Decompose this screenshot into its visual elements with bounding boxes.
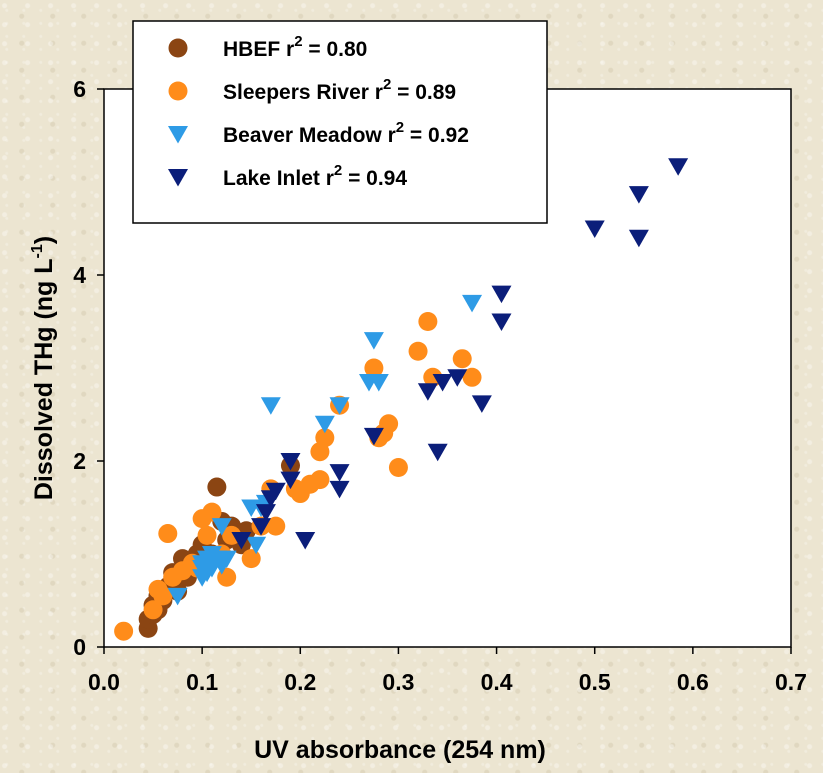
beaver-meadow-point (211, 518, 232, 536)
sleepers-river-point (153, 586, 173, 606)
legend-marker (168, 81, 188, 101)
lake-inlet-point (668, 158, 689, 176)
y-tick-label: 6 (73, 76, 86, 102)
sleepers-river-point (158, 524, 178, 544)
y-tick-label: 2 (73, 448, 86, 474)
sleepers-river-point (408, 341, 428, 361)
lake-inlet-point (329, 464, 350, 482)
legend-marker (168, 38, 188, 58)
lake-inlet-point (628, 186, 649, 204)
sleepers-river-point (202, 502, 222, 522)
y-tick-label: 0 (73, 634, 86, 660)
lake-inlet-point (363, 427, 384, 446)
lake-inlet-point (628, 229, 649, 248)
lake-inlet-point (280, 453, 301, 471)
beaver-meadow-point (246, 536, 267, 555)
lake-inlet-point (417, 383, 438, 401)
lake-inlet-point (280, 471, 301, 490)
series-beaver-meadow (167, 294, 483, 606)
lake-inlet-point (471, 395, 492, 413)
sleepers-river-point (364, 358, 384, 378)
sleepers-river-point (452, 349, 472, 369)
sleepers-river-point (462, 367, 482, 387)
legend-label: HBEF r2 = 0.80 (223, 33, 367, 61)
legend-label: Sleepers River r2 = 0.89 (223, 76, 456, 104)
x-tick-label: 0.5 (579, 669, 611, 695)
legend-box (132, 20, 548, 224)
lake-inlet-point (231, 532, 252, 550)
beaver-meadow-point (314, 415, 335, 434)
sleepers-river-point (197, 525, 217, 545)
x-tick-label: 0.3 (382, 669, 414, 695)
y-tick-label: 4 (73, 262, 86, 288)
lake-inlet-point (295, 532, 316, 550)
sleepers-river-point (143, 600, 163, 620)
beaver-meadow-point (329, 397, 350, 415)
sleepers-river-point (266, 516, 286, 536)
sleepers-river-point (418, 312, 438, 331)
x-axis-title: UV absorbance (254 nm) (254, 736, 546, 764)
series-lake-inlet (231, 158, 689, 550)
x-tick-label: 0.4 (481, 669, 513, 695)
lake-inlet-point (329, 480, 350, 499)
lake-inlet-point (432, 373, 453, 392)
beaver-meadow-point (197, 550, 218, 569)
legend-marker (168, 126, 188, 144)
beaver-meadow-point (167, 587, 188, 606)
sleepers-river-point (379, 414, 399, 434)
legend-label: Beaver Meadow r2 = 0.92 (223, 119, 469, 147)
legend-marker (168, 169, 188, 187)
sleepers-river-point (241, 549, 261, 569)
x-tick-label: 0.7 (775, 669, 807, 695)
sleepers-river-point (388, 458, 408, 478)
sleepers-river-point (315, 428, 335, 448)
y-axis-title: Dissolved THg (ng L-1) (29, 236, 58, 500)
legend-item-beaver-meadow: Beaver Meadow r2 = 0.92 (168, 119, 469, 147)
x-tick-label: 0.6 (677, 669, 709, 695)
lake-inlet-point (265, 482, 286, 501)
lake-inlet-point (584, 220, 605, 238)
lake-inlet-point (491, 285, 512, 304)
data-points (114, 158, 689, 641)
legend-item-sleepers-river: Sleepers River r2 = 0.89 (168, 76, 456, 104)
lake-inlet-point (447, 369, 468, 387)
x-tick-label: 0.1 (186, 669, 218, 695)
lake-inlet-point (255, 504, 276, 522)
axis-ticks: 0.0 0.1 0.2 0.3 0.4 0.5 0.6 0.7 0 2 4 6 (73, 76, 807, 695)
x-tick-label: 0.0 (88, 669, 120, 695)
sleepers-river-point (114, 621, 134, 641)
legend-item-hbef: HBEF r2 = 0.80 (168, 33, 367, 61)
lake-inlet-point (251, 518, 272, 536)
legend-item-lake-inlet: Lake Inlet r2 = 0.94 (168, 162, 407, 190)
legend-label: Lake Inlet r2 = 0.94 (223, 162, 407, 190)
legend: HBEF r2 = 0.80 Sleepers River r2 = 0.89 Be… (132, 20, 548, 224)
x-tick-label: 0.2 (284, 669, 316, 695)
beaver-meadow-point (462, 294, 483, 313)
beaver-meadow-point (216, 550, 237, 569)
beaver-meadow-point (368, 373, 389, 392)
hbef-point (207, 477, 227, 497)
lake-inlet-point (427, 443, 448, 462)
beaver-meadow-point (260, 397, 281, 415)
lake-inlet-point (491, 313, 512, 331)
beaver-meadow-point (363, 332, 384, 350)
sleepers-river-point (310, 470, 330, 490)
